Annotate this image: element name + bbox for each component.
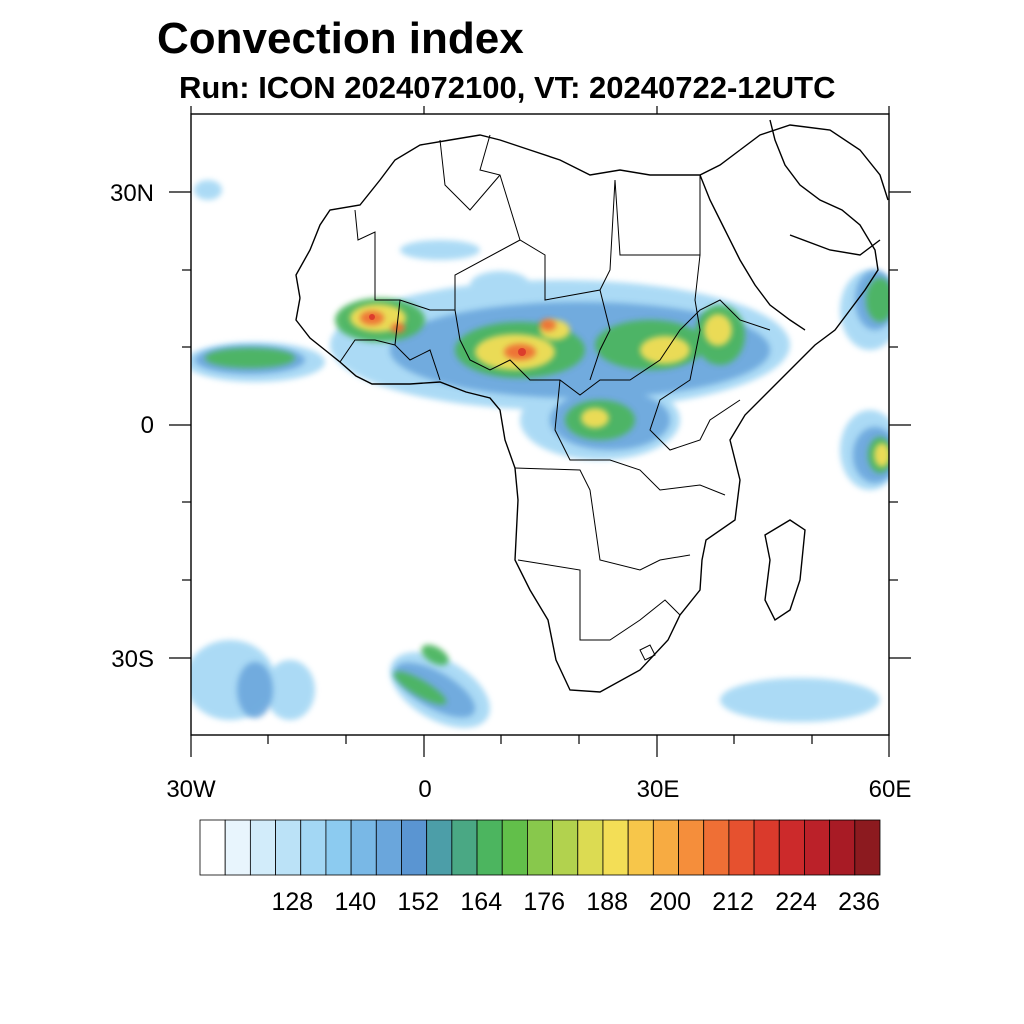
lon-label-30e: 30E — [636, 776, 680, 803]
chart-subtitle: Run: ICON 2024072100, VT: 20240722-12UTC — [179, 70, 836, 105]
colorbar-swatch — [401, 819, 428, 876]
colorbar-swatch — [501, 819, 528, 876]
colorbar-label: 236 — [838, 888, 880, 916]
colorbar-label: 164 — [460, 888, 503, 916]
colorbar-swatch — [728, 819, 755, 876]
lon-label-30w: 30W — [166, 776, 216, 803]
colorbar-swatch — [527, 819, 553, 876]
chart-title: Convection index — [157, 14, 524, 63]
axis-ticks — [169, 106, 911, 757]
lon-label-0: 0 — [418, 776, 432, 803]
colorbar-swatch — [275, 819, 302, 876]
colorbar-swatch — [778, 819, 805, 876]
colorbar-swatch — [199, 819, 226, 876]
colorbar-label: 224 — [775, 888, 817, 916]
colorbar — [199, 819, 881, 876]
colorbar-swatch — [703, 819, 730, 876]
lat-label-30s: 30S — [111, 646, 154, 673]
colorbar-label: 200 — [649, 888, 691, 916]
colorbar-swatch — [804, 819, 831, 876]
convection-field — [191, 119, 889, 728]
colorbar-swatch — [375, 819, 402, 876]
colorbar-swatch — [249, 819, 276, 876]
colorbar-label: 212 — [712, 888, 754, 916]
colorbar-swatch — [577, 819, 604, 876]
borders — [339, 134, 771, 661]
lat-label-0: 0 — [140, 412, 154, 439]
colorbar-label: 188 — [586, 888, 629, 916]
colorbar-label: 140 — [334, 888, 377, 916]
colorbar-swatch — [224, 819, 251, 876]
lat-label-30n: 30N — [109, 180, 154, 207]
colorbar-swatch — [829, 819, 856, 876]
colorbar-swatch — [300, 819, 327, 876]
colorbar-swatch — [854, 819, 881, 876]
colorbar-label: 152 — [397, 888, 440, 916]
colorbar-swatch — [678, 819, 705, 876]
colorbar-swatch — [602, 819, 629, 876]
colorbar-swatch — [451, 819, 478, 876]
colorbar-swatch — [325, 819, 352, 876]
colorbar-swatch — [627, 819, 654, 876]
lon-label-60e: 60E — [868, 776, 912, 803]
colorbar-swatch — [753, 819, 780, 876]
colorbar-label: 128 — [271, 888, 314, 916]
colorbar-label: 176 — [523, 888, 566, 916]
colorbar-swatch — [426, 819, 453, 876]
colorbar-swatch — [552, 819, 579, 876]
colorbar-swatch — [476, 819, 503, 876]
coastlines — [295, 119, 889, 693]
colorbar-swatch — [350, 819, 377, 876]
colorbar-swatch — [652, 819, 679, 876]
